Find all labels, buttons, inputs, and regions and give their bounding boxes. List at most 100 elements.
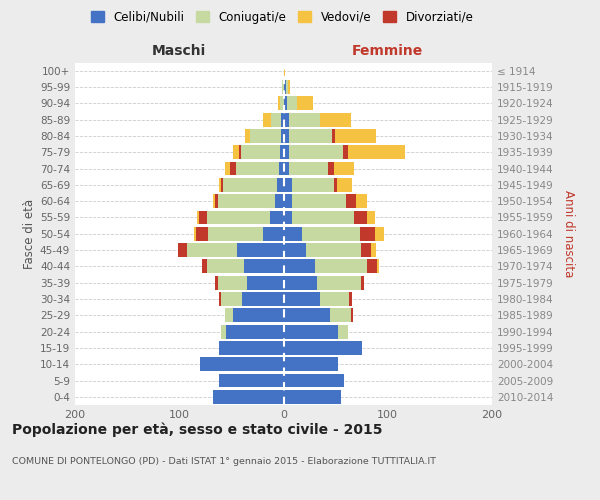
Bar [292,210,355,224]
Bar [337,178,352,192]
Bar [280,162,284,175]
Bar [284,276,317,289]
Bar [221,292,242,306]
Bar [375,227,383,240]
Bar [320,292,349,306]
Bar [302,227,359,240]
Bar [199,210,208,224]
Bar [219,374,284,388]
Bar [263,227,284,240]
Text: Maschi: Maschi [152,44,206,58]
Bar [284,308,331,322]
Bar [219,292,221,306]
Bar [208,210,270,224]
Bar [284,194,292,208]
Bar [292,178,334,192]
Bar [239,146,241,159]
Bar [242,292,284,306]
Bar [348,146,406,159]
Bar [218,276,247,289]
Bar [271,112,281,126]
Bar [367,260,377,274]
Bar [284,162,289,175]
Bar [284,146,289,159]
Bar [208,227,263,240]
Bar [315,260,367,274]
Bar [226,324,284,338]
Bar [284,374,344,388]
Bar [244,260,284,274]
Bar [225,162,230,175]
Bar [367,210,375,224]
Bar [284,260,315,274]
Bar [219,178,221,192]
Bar [284,243,307,257]
Bar [275,194,284,208]
Bar [187,243,236,257]
Text: COMUNE DI PONTELONGO (PD) - Dati ISTAT 1° gennaio 2015 - Elaborazione TUTTITALIA: COMUNE DI PONTELONGO (PD) - Dati ISTAT 1… [12,458,436,466]
Bar [200,358,284,371]
Bar [223,178,277,192]
Bar [280,146,284,159]
Bar [245,129,250,143]
Bar [286,80,287,94]
Bar [334,162,355,175]
Bar [284,129,289,143]
Bar [281,112,284,126]
Bar [219,341,284,355]
Bar [307,243,361,257]
Bar [343,146,348,159]
Bar [284,80,286,94]
Bar [218,194,275,208]
Bar [317,276,361,289]
Bar [225,308,233,322]
Bar [284,341,362,355]
Bar [284,390,341,404]
Bar [346,194,356,208]
Bar [208,260,244,274]
Bar [278,96,280,110]
Bar [377,260,379,274]
Bar [221,178,223,192]
Text: Popolazione per età, sesso e stato civile - 2015: Popolazione per età, sesso e stato civil… [12,422,383,437]
Bar [263,112,271,126]
Bar [284,227,302,240]
Bar [197,210,199,224]
Bar [289,146,343,159]
Bar [178,243,187,257]
Bar [277,178,284,192]
Bar [371,243,376,257]
Bar [284,178,292,192]
Bar [221,324,226,338]
Legend: Celibi/Nubili, Coniugati/e, Vedovi/e, Divorziati/e: Celibi/Nubili, Coniugati/e, Vedovi/e, Di… [86,6,478,28]
Bar [361,276,364,289]
Bar [284,358,338,371]
Bar [215,276,218,289]
Bar [284,292,320,306]
Bar [230,162,236,175]
Bar [284,112,289,126]
Bar [194,227,196,240]
Bar [332,129,335,143]
Y-axis label: Anni di nascita: Anni di nascita [562,190,575,278]
Bar [283,80,284,94]
Bar [289,162,328,175]
Bar [284,96,287,110]
Bar [281,129,284,143]
Bar [202,260,208,274]
Bar [328,162,334,175]
Bar [233,146,239,159]
Bar [320,112,351,126]
Bar [292,194,346,208]
Bar [284,324,338,338]
Bar [297,96,313,110]
Bar [196,227,208,240]
Bar [289,112,320,126]
Bar [233,308,284,322]
Text: Femmine: Femmine [352,44,424,58]
Bar [338,324,348,338]
Bar [280,96,284,110]
Bar [270,210,284,224]
Bar [289,129,332,143]
Bar [359,227,375,240]
